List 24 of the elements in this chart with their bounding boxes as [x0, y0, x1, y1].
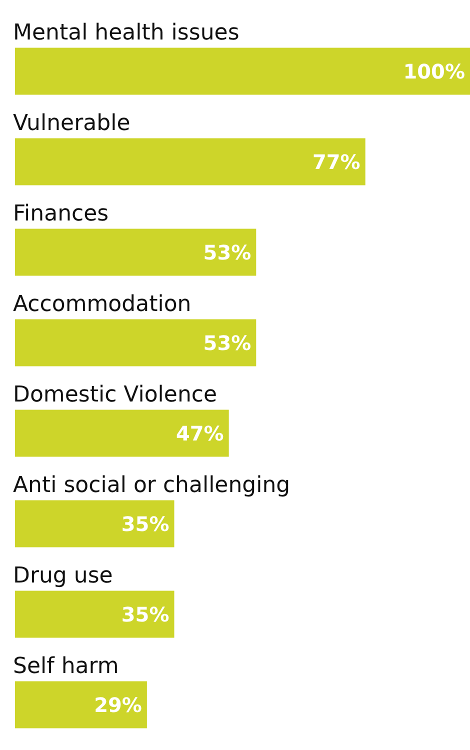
data-label: 53% — [203, 330, 252, 355]
bar — [15, 500, 174, 548]
bar — [15, 590, 174, 638]
bar — [15, 48, 470, 95]
data-label: 77% — [312, 150, 360, 174]
bar — [15, 319, 256, 366]
data-label: 35% — [121, 602, 170, 626]
data-label: 29% — [94, 692, 142, 717]
y-tick-label: Anti social or challenging — [13, 472, 290, 498]
bar — [15, 228, 256, 276]
y-tick-label: Mental health issues — [13, 20, 240, 46]
y-tick-label: Vulnerable — [13, 110, 130, 136]
data-label: 100% — [403, 59, 465, 84]
data-label: 53% — [203, 240, 252, 264]
y-tick-label: Finances — [13, 201, 109, 226]
bar — [15, 138, 366, 186]
bar — [15, 410, 229, 457]
y-tick-label: Accommodation — [13, 292, 192, 317]
y-tick-label: Drug use — [13, 563, 113, 588]
data-label: 47% — [176, 421, 224, 446]
data-label: 35% — [121, 512, 170, 536]
y-tick-label: Self harm — [13, 654, 119, 679]
bar — [15, 681, 147, 728]
y-tick-label: Domestic Violence — [13, 382, 218, 408]
